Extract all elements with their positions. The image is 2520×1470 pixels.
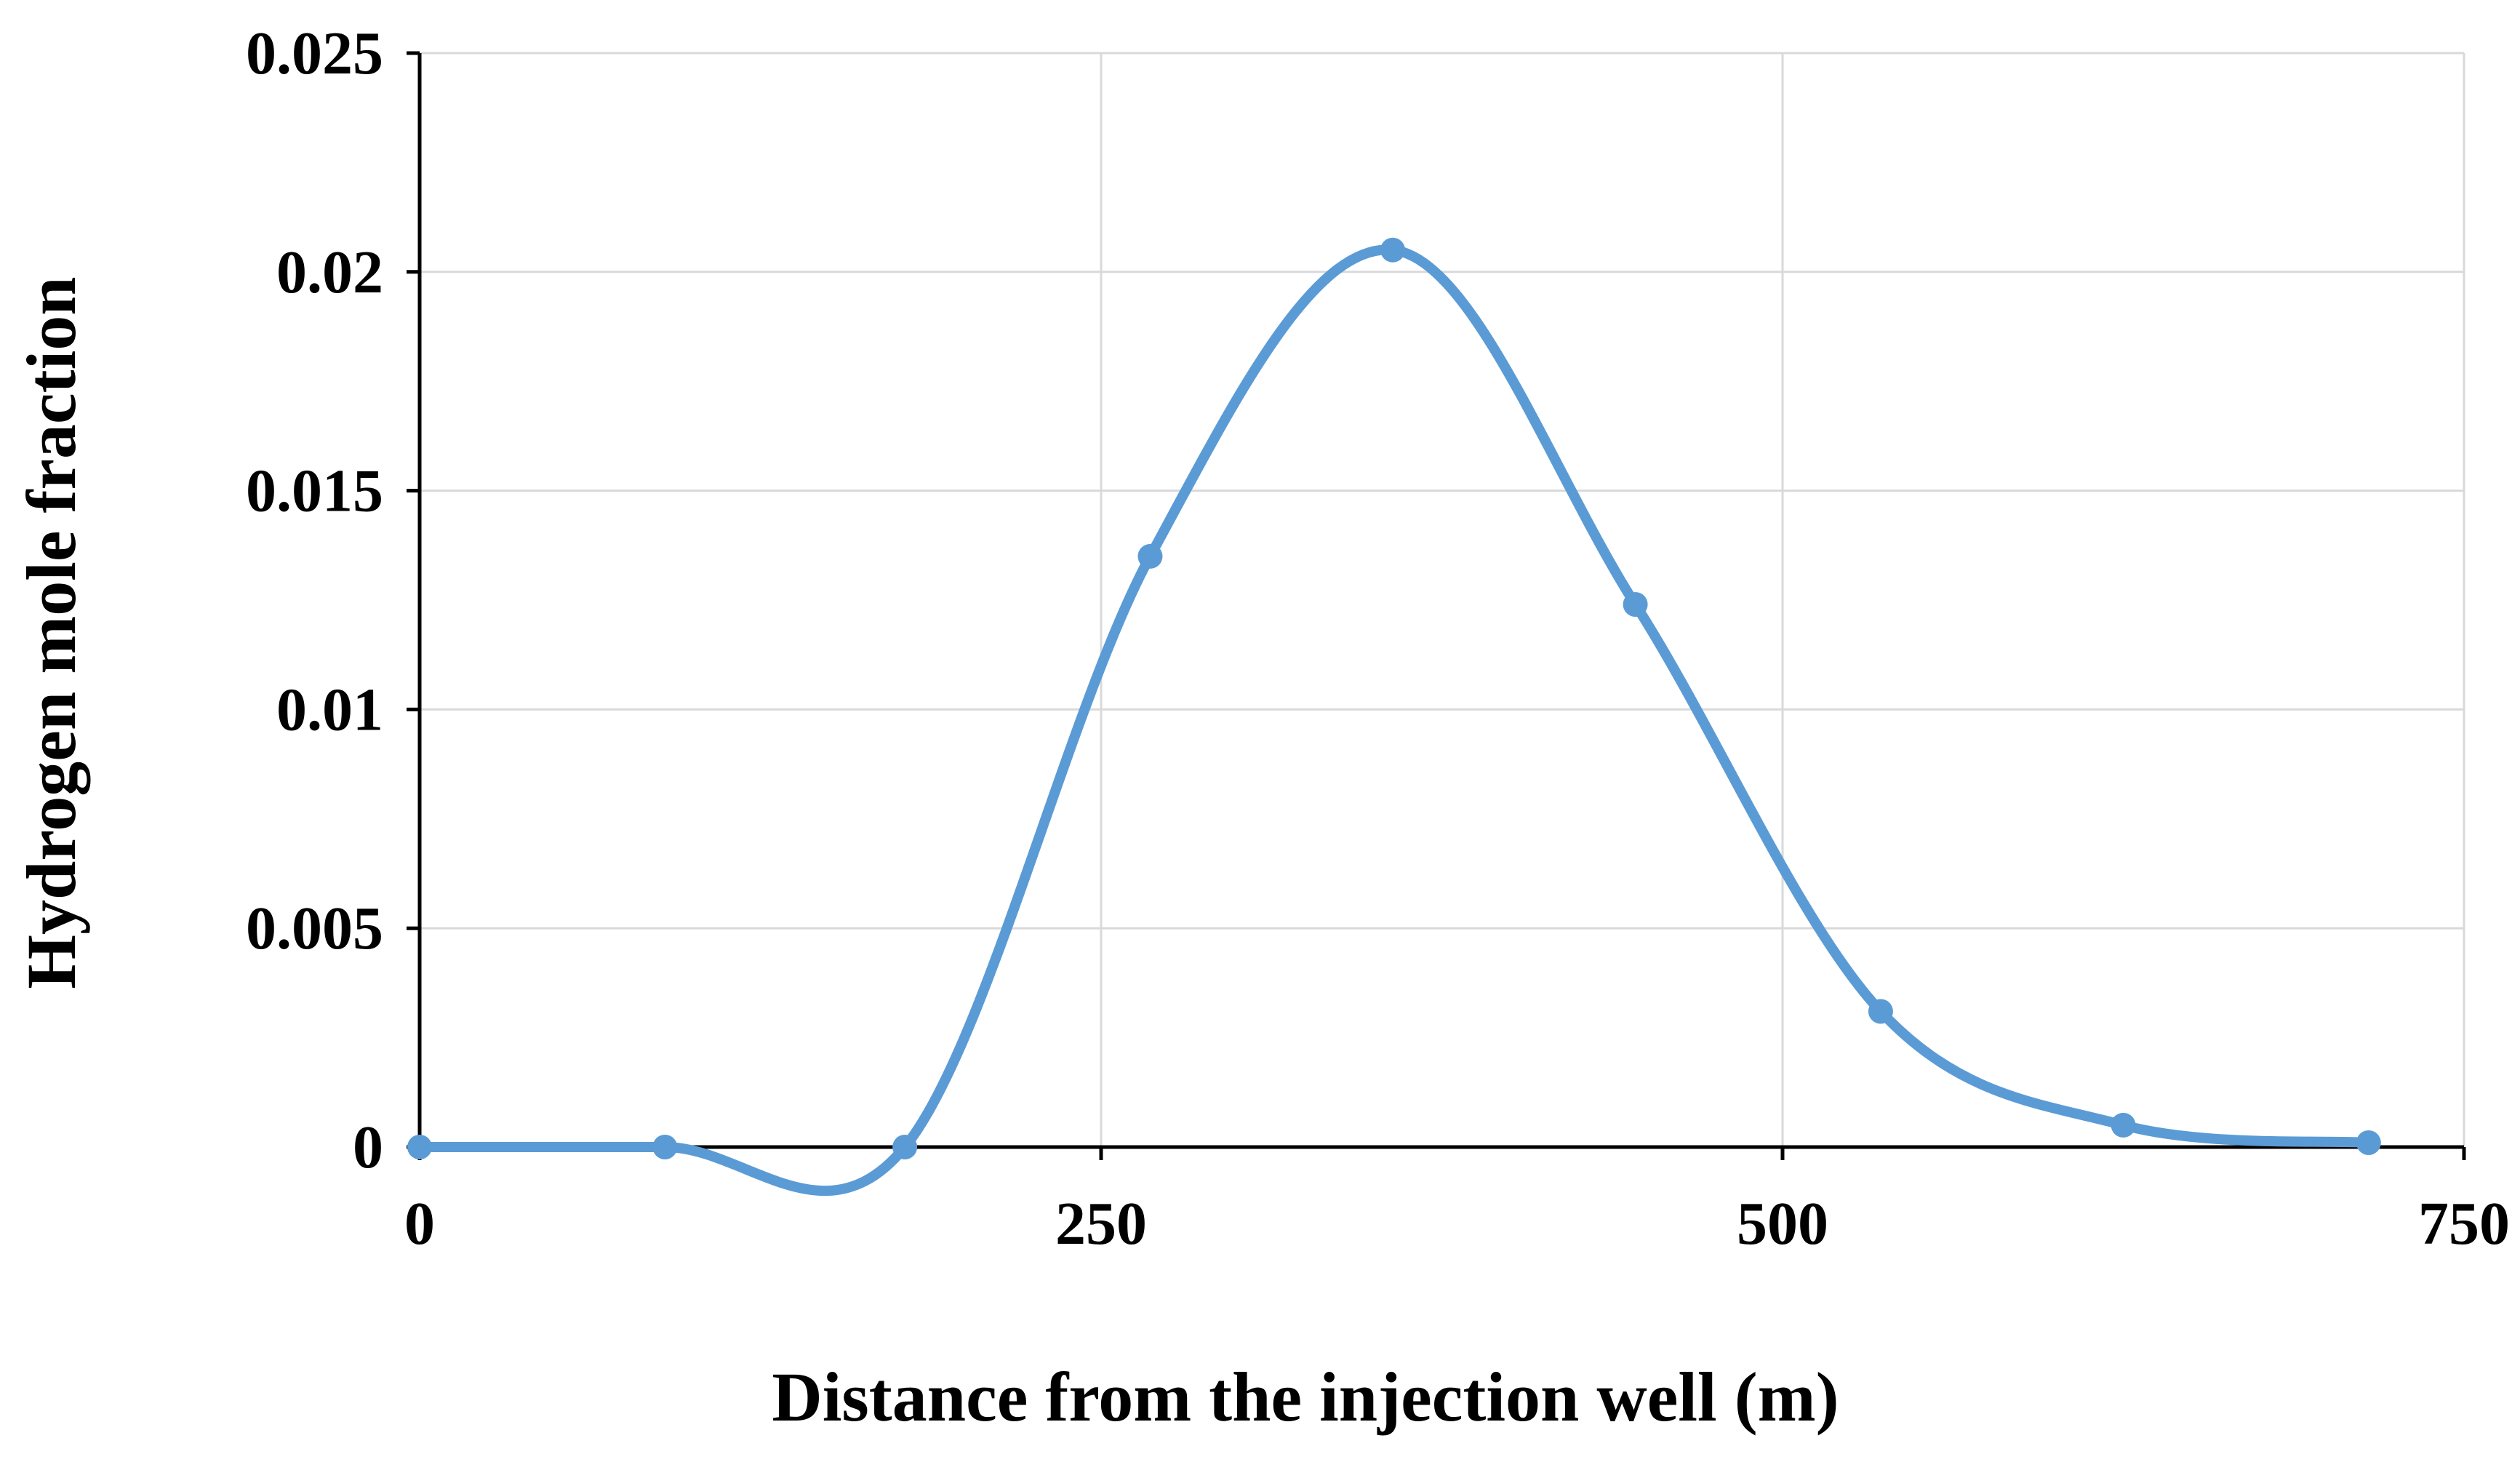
y-tick-label: 0.005 xyxy=(246,895,383,962)
data-point xyxy=(407,1135,432,1159)
y-tick-label: 0.02 xyxy=(276,239,383,306)
data-series xyxy=(407,237,2381,1197)
y-tick-label: 0.015 xyxy=(246,458,383,525)
y-tick-label: 0.025 xyxy=(246,20,383,87)
data-point xyxy=(892,1135,918,1159)
series-line xyxy=(415,244,2374,1197)
data-point xyxy=(2356,1130,2381,1155)
y-tick-label: 0.01 xyxy=(276,676,383,743)
x-tick-label: 0 xyxy=(404,1190,435,1258)
data-point xyxy=(1380,237,1406,263)
data-point xyxy=(2111,1112,2136,1138)
x-tick-label: 500 xyxy=(1737,1190,1828,1258)
y-tick-label: 0 xyxy=(353,1114,383,1181)
y-axis-label: Hydrogen mole fraction xyxy=(12,276,90,988)
x-tick-label: 750 xyxy=(2418,1190,2510,1258)
data-point xyxy=(652,1135,678,1159)
axes xyxy=(407,51,2466,1160)
gridlines xyxy=(420,52,2465,1147)
x-tick-label: 250 xyxy=(1055,1190,1147,1258)
tick-labels: 0 0.005 0.01 0.015 0.02 0.025 0 250 500 750 xyxy=(246,20,2510,1258)
data-point xyxy=(1868,999,1893,1024)
data-point xyxy=(1137,543,1163,569)
data-point xyxy=(1623,592,1648,618)
x-axis-label: Distance from the injection well (m) xyxy=(772,1358,1839,1436)
